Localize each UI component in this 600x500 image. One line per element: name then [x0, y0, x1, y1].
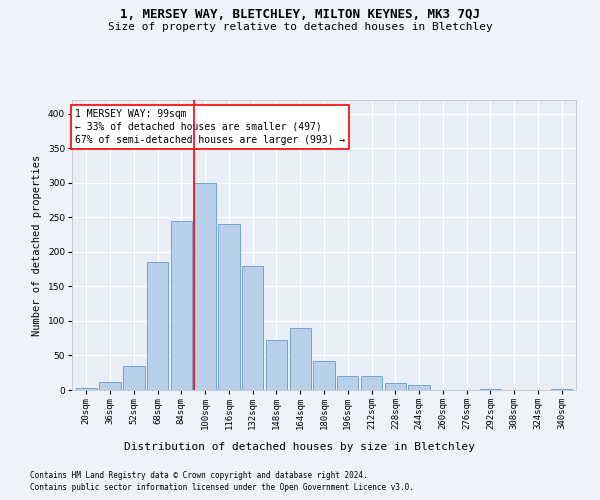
- Bar: [218, 224, 239, 390]
- Bar: [123, 366, 145, 390]
- Text: Contains HM Land Registry data © Crown copyright and database right 2024.: Contains HM Land Registry data © Crown c…: [30, 471, 368, 480]
- Bar: [385, 383, 406, 390]
- Text: 1 MERSEY WAY: 99sqm
← 33% of detached houses are smaller (497)
67% of semi-detac: 1 MERSEY WAY: 99sqm ← 33% of detached ho…: [74, 108, 345, 145]
- Bar: [290, 328, 311, 390]
- Bar: [147, 262, 168, 390]
- Bar: [313, 361, 335, 390]
- Text: Size of property relative to detached houses in Bletchley: Size of property relative to detached ho…: [107, 22, 493, 32]
- Bar: [361, 376, 382, 390]
- Bar: [242, 266, 263, 390]
- Y-axis label: Number of detached properties: Number of detached properties: [32, 154, 42, 336]
- Bar: [409, 385, 430, 390]
- Bar: [266, 340, 287, 390]
- Bar: [170, 221, 192, 390]
- Bar: [100, 382, 121, 390]
- Bar: [76, 388, 97, 390]
- Text: 1, MERSEY WAY, BLETCHLEY, MILTON KEYNES, MK3 7QJ: 1, MERSEY WAY, BLETCHLEY, MILTON KEYNES,…: [120, 8, 480, 20]
- Text: Contains public sector information licensed under the Open Government Licence v3: Contains public sector information licen…: [30, 484, 414, 492]
- Bar: [337, 376, 358, 390]
- Bar: [194, 183, 216, 390]
- Text: Distribution of detached houses by size in Bletchley: Distribution of detached houses by size …: [125, 442, 476, 452]
